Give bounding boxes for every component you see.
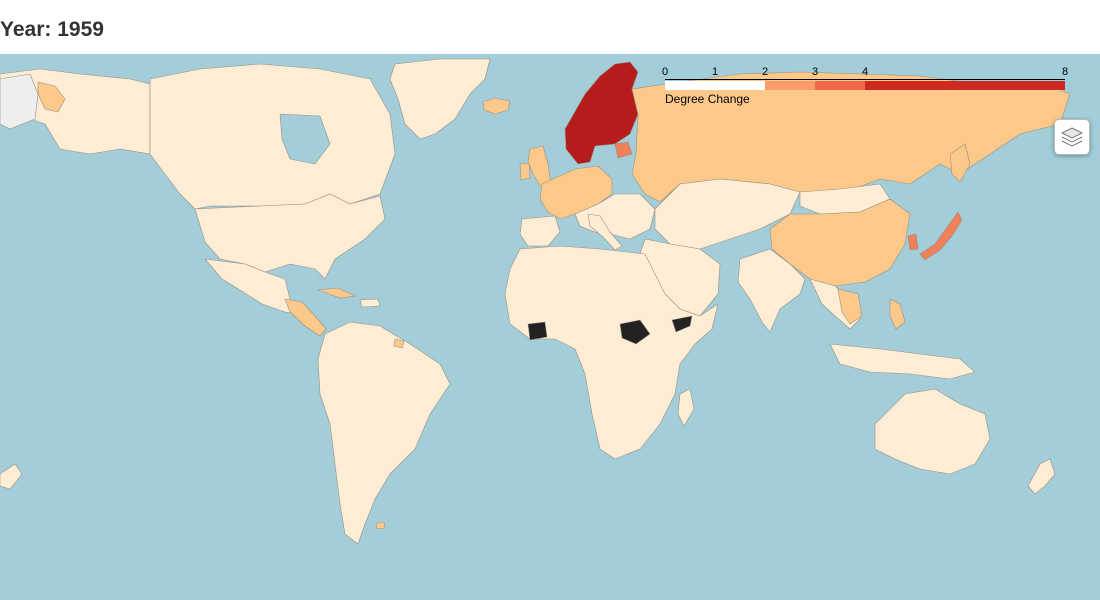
island-hispaniola[interactable] — [359, 298, 381, 308]
island-left[interactable] — [0, 463, 23, 490]
country-china[interactable] — [769, 198, 911, 287]
legend-tick: 2 — [761, 66, 769, 78]
color-legend: 0 1 2 3 4 8 Degree Change — [660, 64, 1070, 112]
country-australia[interactable] — [874, 388, 991, 475]
legend-tick: 3 — [811, 66, 819, 78]
country-philippines[interactable] — [889, 298, 906, 330]
region-indochina[interactable] — [837, 288, 863, 325]
legend-bin — [665, 81, 765, 90]
map[interactable]: 0 1 2 3 4 8 Degree Change — [0, 54, 1100, 600]
layers-button[interactable] — [1054, 119, 1090, 155]
legend-bin — [765, 81, 815, 90]
country-south-sudan-nodata[interactable] — [619, 319, 651, 345]
country-iceland[interactable] — [482, 97, 511, 115]
country-mexico[interactable] — [204, 258, 301, 315]
country-ireland[interactable] — [519, 162, 531, 181]
country-madagascar[interactable] — [677, 388, 695, 427]
island-cuba[interactable] — [317, 287, 356, 299]
region-iberia[interactable] — [519, 215, 561, 247]
legend-axis — [665, 79, 1065, 80]
legend-bin — [865, 81, 1065, 90]
country-canada[interactable] — [149, 63, 396, 210]
legend-tick: 1 — [711, 66, 719, 78]
country-india[interactable] — [737, 248, 806, 333]
region-indonesia[interactable] — [829, 343, 976, 380]
country-greenland[interactable] — [389, 58, 491, 140]
country-italy[interactable] — [587, 213, 623, 251]
country-new-zealand[interactable] — [1027, 458, 1056, 495]
legend-bin — [815, 81, 865, 90]
country-uk[interactable] — [527, 145, 552, 187]
region-chukotka-gray[interactable] — [0, 73, 39, 130]
region-central-asia[interactable] — [654, 178, 801, 250]
legend-tick: 0 — [661, 66, 669, 78]
legend-tick: 4 — [861, 66, 869, 78]
legend-caption: Degree Change — [665, 92, 750, 106]
country-usa[interactable] — [194, 193, 386, 280]
region-kamchatka[interactable] — [949, 143, 971, 183]
country-guiana[interactable] — [393, 338, 405, 349]
continent-south-america[interactable] — [317, 321, 451, 545]
world-map[interactable] — [0, 54, 1100, 600]
country-somalia-nodata[interactable] — [671, 315, 693, 333]
country-korea[interactable] — [907, 233, 919, 251]
country-japan[interactable] — [919, 211, 963, 261]
legend-tick: 8 — [1061, 66, 1069, 78]
island-falklands[interactable] — [375, 521, 386, 530]
region-baltics[interactable] — [614, 141, 633, 159]
country-cote-divoire-nodata[interactable] — [527, 321, 548, 341]
page-title: Year: 1959 — [0, 18, 104, 41]
layers-icon — [1060, 127, 1084, 147]
water-hudson-bay — [279, 113, 331, 165]
region-central-america[interactable] — [284, 298, 327, 337]
